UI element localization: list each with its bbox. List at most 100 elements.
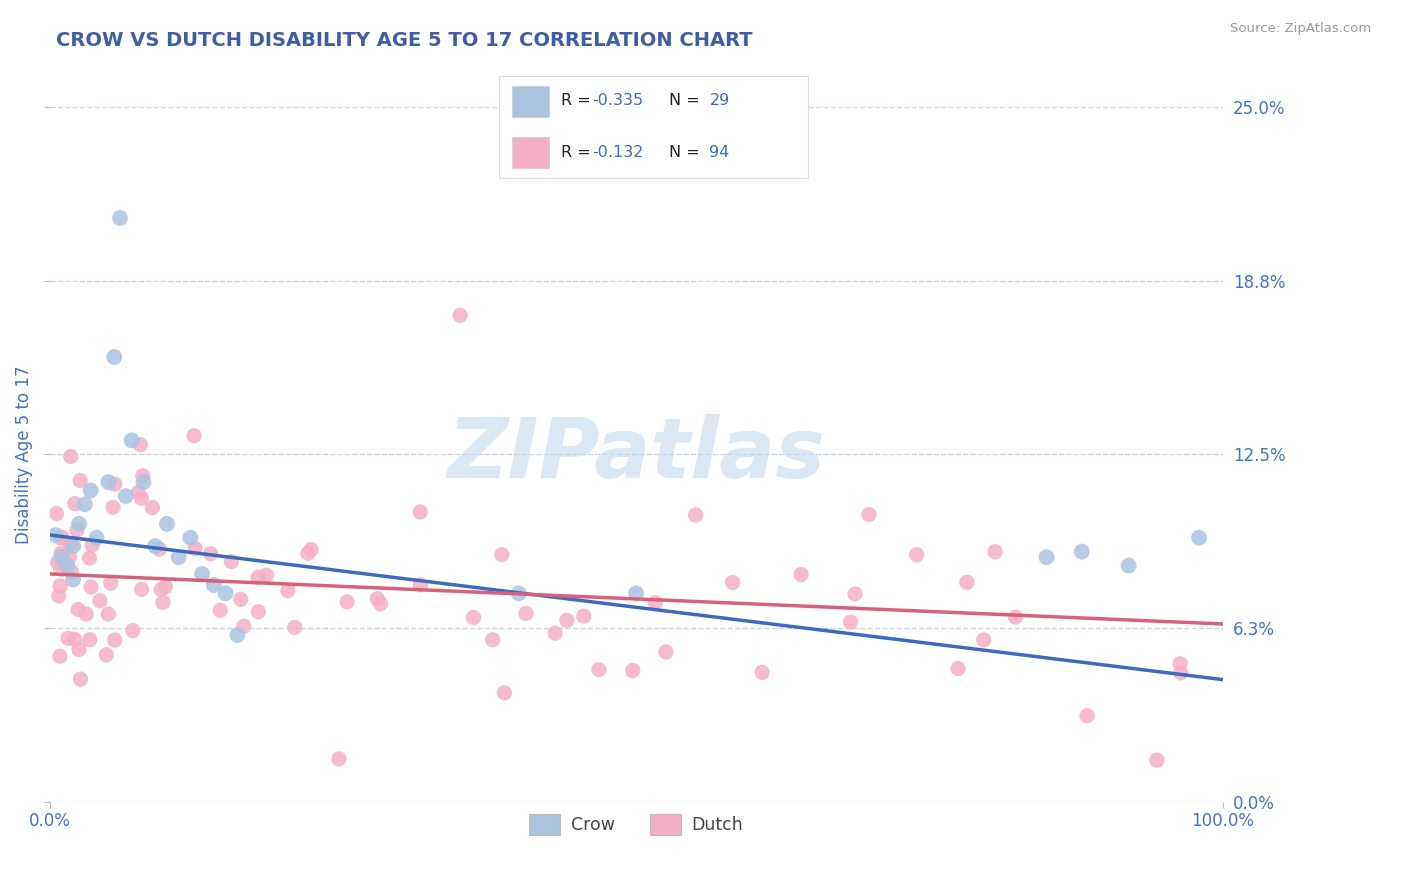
Point — [132, 475, 155, 490]
Point — [49, 562, 72, 576]
Point — [80, 538, 103, 552]
Point — [297, 546, 319, 560]
Text: CROW VS DUTCH DISABILITY AGE 5 TO 17 CORRELATION CHART: CROW VS DUTCH DISABILITY AGE 5 TO 17 COR… — [56, 31, 752, 50]
Text: -0.132: -0.132 — [592, 145, 644, 160]
Point — [79, 632, 101, 647]
Point — [1170, 665, 1192, 680]
Point — [141, 500, 163, 515]
Point — [463, 610, 485, 624]
Point — [129, 438, 152, 452]
Point — [121, 624, 143, 638]
Point — [844, 587, 866, 601]
Point — [624, 586, 647, 600]
Point — [104, 477, 127, 491]
Point — [328, 752, 350, 766]
Point — [839, 615, 862, 629]
Point — [1070, 544, 1092, 558]
Point — [905, 548, 928, 562]
Point — [226, 628, 249, 642]
Point — [790, 567, 813, 582]
Point — [370, 597, 392, 611]
Text: N =: N = — [669, 145, 706, 160]
Point — [409, 578, 432, 592]
Text: R =: R = — [561, 145, 596, 160]
Point — [515, 607, 537, 621]
Point — [508, 586, 530, 600]
Point — [45, 507, 67, 521]
Point — [984, 544, 1007, 558]
Point — [751, 665, 773, 680]
Point — [121, 434, 143, 448]
Point — [127, 485, 149, 500]
Point — [56, 632, 79, 646]
Point — [184, 541, 207, 556]
Point — [131, 582, 153, 597]
Point — [62, 573, 84, 587]
Point — [202, 578, 225, 592]
Point — [247, 570, 270, 584]
Point — [336, 595, 359, 609]
Point — [49, 547, 72, 561]
Point — [494, 686, 516, 700]
Point — [1168, 657, 1191, 671]
Point — [97, 607, 120, 621]
Point — [69, 672, 91, 686]
Point — [67, 516, 90, 531]
Point — [167, 550, 190, 565]
Point — [232, 619, 254, 633]
Point — [67, 602, 90, 616]
Point — [59, 550, 82, 565]
Point — [858, 508, 880, 522]
Point — [191, 566, 214, 581]
Point — [179, 531, 201, 545]
Point — [1004, 610, 1026, 624]
Point — [44, 528, 66, 542]
Point — [544, 626, 567, 640]
Text: -0.335: -0.335 — [592, 94, 643, 109]
Point — [555, 613, 578, 627]
Point — [183, 428, 205, 442]
Point — [209, 603, 232, 617]
Point — [1076, 708, 1098, 723]
Point — [409, 505, 432, 519]
Point — [49, 649, 72, 664]
Y-axis label: Disability Age 5 to 17: Disability Age 5 to 17 — [15, 365, 32, 543]
Point — [1118, 558, 1140, 573]
Point — [973, 632, 995, 647]
Point — [59, 450, 82, 464]
Text: N =: N = — [669, 94, 706, 109]
Point — [1188, 531, 1211, 545]
Point — [62, 539, 84, 553]
Point — [101, 500, 124, 515]
Text: ZIPatlas: ZIPatlas — [447, 414, 825, 495]
Text: 94: 94 — [710, 145, 730, 160]
Point — [277, 583, 299, 598]
Point — [100, 576, 122, 591]
Point — [49, 531, 72, 545]
Point — [67, 642, 90, 657]
Point — [89, 594, 111, 608]
Point — [60, 565, 83, 579]
Point — [150, 582, 173, 597]
Point — [66, 523, 89, 537]
Point — [103, 350, 125, 364]
Point — [256, 568, 278, 582]
Point — [156, 516, 179, 531]
Point — [51, 550, 73, 565]
Point — [214, 586, 236, 600]
Point — [148, 542, 170, 557]
Text: Source: ZipAtlas.com: Source: ZipAtlas.com — [1230, 22, 1371, 36]
Point — [491, 548, 513, 562]
Text: 29: 29 — [710, 94, 730, 109]
Point — [946, 662, 969, 676]
Text: R =: R = — [561, 94, 596, 109]
Point — [79, 551, 101, 566]
Point — [299, 542, 322, 557]
Point — [51, 530, 73, 544]
Point — [53, 558, 76, 572]
Point — [200, 547, 222, 561]
Point — [59, 537, 82, 551]
Point — [86, 531, 108, 545]
Point — [75, 607, 97, 621]
Point — [143, 539, 166, 553]
